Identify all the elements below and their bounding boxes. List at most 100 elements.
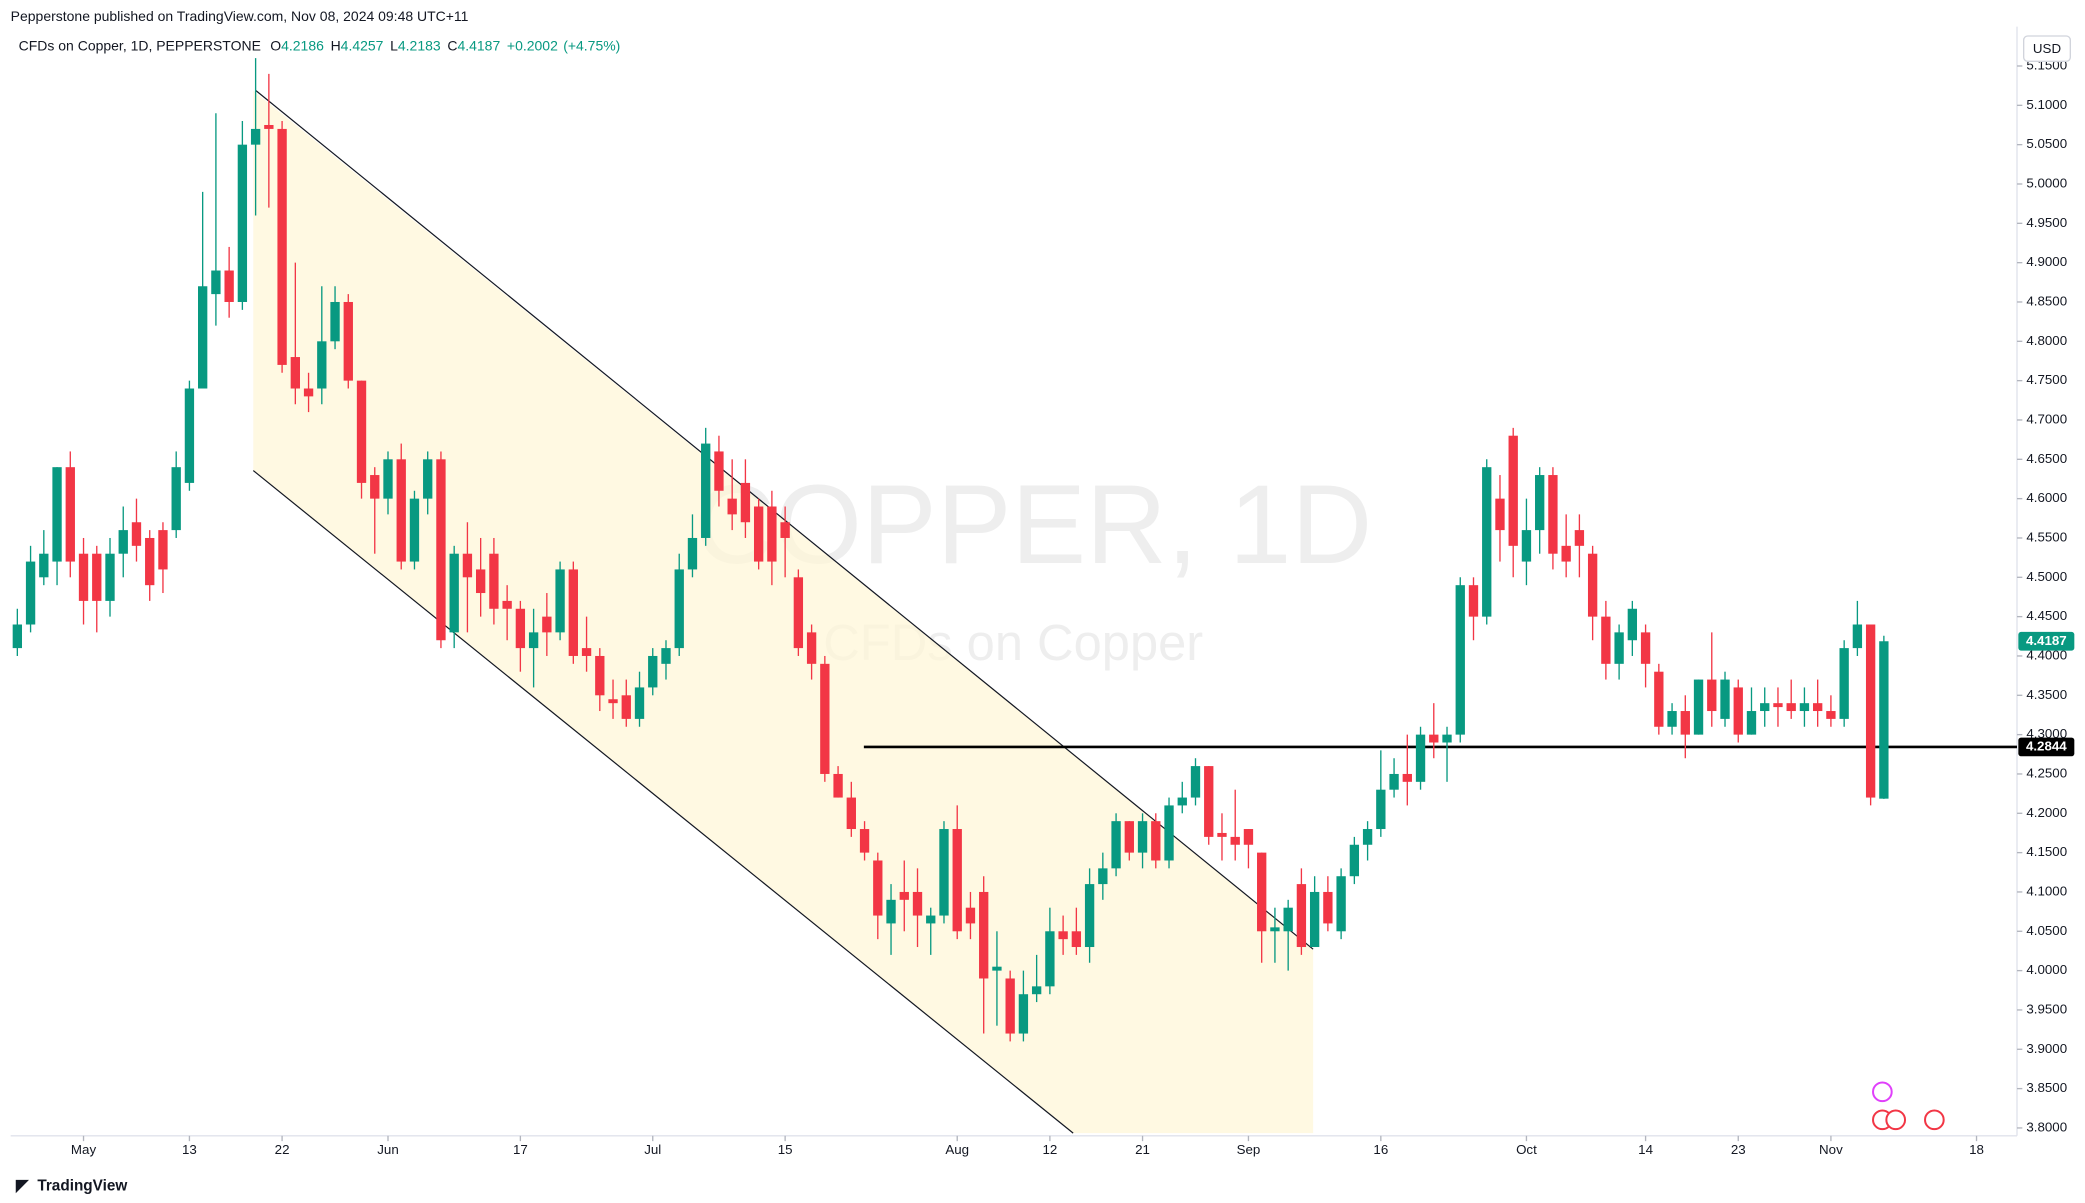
candle-body [621,695,631,719]
candle-body [396,459,406,562]
candle-body [1482,467,1492,617]
candle-body [1601,616,1611,664]
event-icon[interactable] [1872,1081,1893,1103]
candle-body [1746,711,1757,735]
candle-body [78,553,89,601]
ohlc-value: 4.4257 [341,37,384,53]
candle-body [780,522,790,538]
candle-body [1270,927,1280,932]
candle-body [873,860,883,916]
candle-body [1111,821,1121,869]
candle-body [1217,832,1227,837]
candle-body [1865,624,1876,798]
y-tick-label: 4.8000 [2026,333,2067,348]
candle-body [1071,931,1082,948]
y-tick-label: 4.6500 [2026,451,2067,466]
candle-body [1362,829,1373,845]
candle-body [1773,703,1783,708]
candle-body [1839,648,1849,719]
candle-body [1137,821,1148,853]
candle-body [1415,734,1426,782]
candle-body [330,301,340,342]
candle-body [820,663,830,774]
y-tick-label: 5.1000 [2026,97,2067,112]
candle-body [965,907,976,924]
x-tick-label: 21 [1135,1142,1150,1157]
candle-body [727,498,737,515]
candle-body [979,891,989,979]
candle-body [767,506,777,562]
candle-body [462,553,473,578]
candle-body [1296,884,1307,948]
candle-body [52,467,62,562]
candle-body [502,600,512,609]
candle-body [1587,553,1598,617]
candle-body [1799,703,1810,712]
candle-body [1190,766,1201,798]
candle-body [1574,530,1585,546]
candle-body [542,616,552,633]
x-tick-label: Jun [377,1142,399,1157]
candle-body [303,388,314,397]
candle-body [1468,585,1479,617]
y-tick-label: 4.3000 [2026,726,2067,741]
candle-body [687,537,698,570]
candle-body [806,632,817,664]
candle-body [1243,829,1254,845]
candle-body [701,443,711,538]
candle-body [595,655,605,696]
candle-body [158,530,168,570]
candle-body [1693,679,1704,735]
candle-body [1018,994,1029,1034]
candle-body [1667,711,1677,727]
candle-body [1852,624,1863,649]
x-tick-label: Oct [1516,1142,1537,1157]
candle-body [648,655,658,688]
y-tick-label: 4.4000 [2026,647,2067,662]
candle-body [1257,852,1267,932]
x-tick-label: Sep [1237,1142,1261,1157]
y-tick-label: 4.9000 [2026,254,2067,269]
ohlc-value: 4.2186 [281,37,324,53]
y-tick-label: 4.7000 [2026,411,2067,426]
candle-body [1204,766,1214,837]
channel-lower [252,470,1074,1134]
event-icon[interactable] [1924,1109,1945,1131]
candle-body [1376,789,1386,830]
x-tick-label: 18 [1969,1142,1984,1157]
candle-body [264,124,274,129]
level-price-box [2018,737,2075,757]
candle-body [515,608,526,649]
candle-body [1323,891,1333,924]
candle-body [343,301,353,381]
candle-body [992,966,1002,971]
last-price-label: 4.4187 [2026,633,2067,648]
currency[interactable]: USD [2033,41,2061,56]
event-icon[interactable] [1885,1109,1907,1131]
candle-body [1548,475,1558,554]
currency-button[interactable] [2023,35,2071,62]
candle-body [661,648,671,664]
candle-body [436,459,446,641]
candle-body [1561,545,1571,562]
y-tick-label: 3.9000 [2026,1041,2067,1056]
candle-body [1349,844,1360,877]
ohlc-letter: L [390,37,398,53]
candle-body [939,829,949,916]
candle-body [1084,884,1095,948]
y-tick-label: 4.5000 [2026,569,2067,584]
candle-body [833,773,843,798]
candle-body [1124,821,1134,853]
candle-body [131,522,142,546]
candle-body [237,144,248,302]
candle-body [290,357,300,389]
candle-body [356,380,367,483]
candle-body [317,341,327,389]
publisher: Pepperstone published on TradingView.com… [11,8,469,24]
x-tick-label: Nov [1819,1142,1843,1157]
candle-body [674,569,684,649]
candle-body [1389,773,1399,790]
candle-body [1614,632,1624,664]
candle-body [1786,703,1796,712]
candle-body [224,270,234,302]
